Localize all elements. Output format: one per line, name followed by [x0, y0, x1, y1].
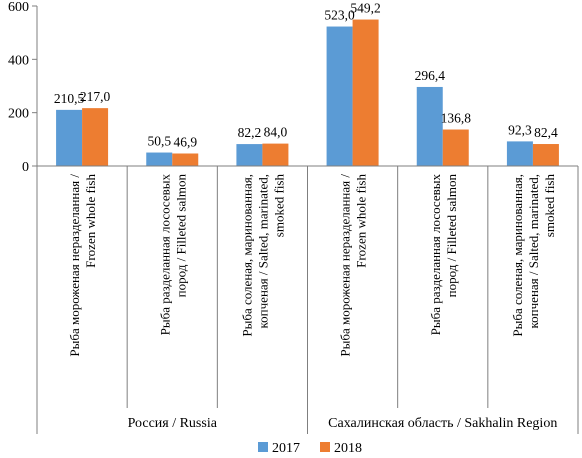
data-label: 549,2 [350, 1, 380, 16]
bar-2018 [352, 19, 379, 167]
category-label: Рыба соленая, маринованная, [510, 174, 525, 337]
category-label: Frozen whole fish [83, 174, 98, 268]
data-label: 217,0 [80, 89, 111, 104]
category-label: Рыба разделанная лососевых [157, 174, 172, 336]
category-label: Рыба мороженая неразделанная / [338, 174, 353, 357]
group-label: Сахалинская область / Sakhalin Region [328, 416, 557, 431]
data-label: 296,4 [415, 68, 446, 83]
bar-2017 [326, 26, 353, 167]
data-label: 82,2 [238, 125, 262, 140]
bar-2017 [506, 141, 533, 166]
data-label: 92,3 [508, 122, 532, 137]
category-label: копченая / Salted, marinated, [255, 174, 270, 328]
y-tick-label: 400 [8, 53, 29, 68]
category-label: Рыба разделанная лососевых [428, 174, 443, 336]
bar-2018 [532, 144, 559, 166]
bar-2018 [172, 153, 199, 166]
category-label: smoked fish [271, 174, 286, 238]
category-label: Frozen whole fish [354, 174, 369, 268]
category-label: Рыба мороженая неразделанная / [67, 174, 82, 357]
bar-2017 [236, 144, 263, 166]
data-label: 210,5 [54, 91, 85, 106]
y-tick-label: 0 [22, 160, 29, 175]
data-label: 50,5 [147, 134, 171, 149]
bar-2017 [146, 152, 173, 166]
bar-2017 [416, 86, 443, 166]
bar-2018 [442, 129, 469, 166]
bar-2018 [82, 108, 109, 166]
legend-swatch-2017 [258, 442, 268, 452]
data-label: 46,9 [173, 134, 197, 149]
y-tick-label: 200 [8, 107, 29, 122]
category-label: smoked fish [542, 174, 557, 238]
group-label: Россия / Russia [128, 416, 218, 431]
bar-2018 [262, 143, 289, 166]
data-label: 523,0 [324, 8, 355, 23]
legend-swatch-2018 [320, 442, 330, 452]
bar-2017 [56, 109, 83, 166]
data-label: 136,8 [441, 111, 472, 126]
y-tick-label: 600 [8, 0, 29, 15]
category-label: копченая / Salted, marinated, [526, 174, 541, 328]
legend-label: 2017 [272, 441, 300, 456]
category-label: пород / Filleted salmon [173, 174, 188, 298]
category-label: пород / Filleted salmon [444, 174, 459, 298]
category-label: Рыба соленая, маринованная, [239, 174, 254, 337]
data-label: 84,0 [264, 125, 288, 140]
data-label: 82,4 [534, 125, 558, 140]
legend-label: 2018 [334, 441, 362, 456]
